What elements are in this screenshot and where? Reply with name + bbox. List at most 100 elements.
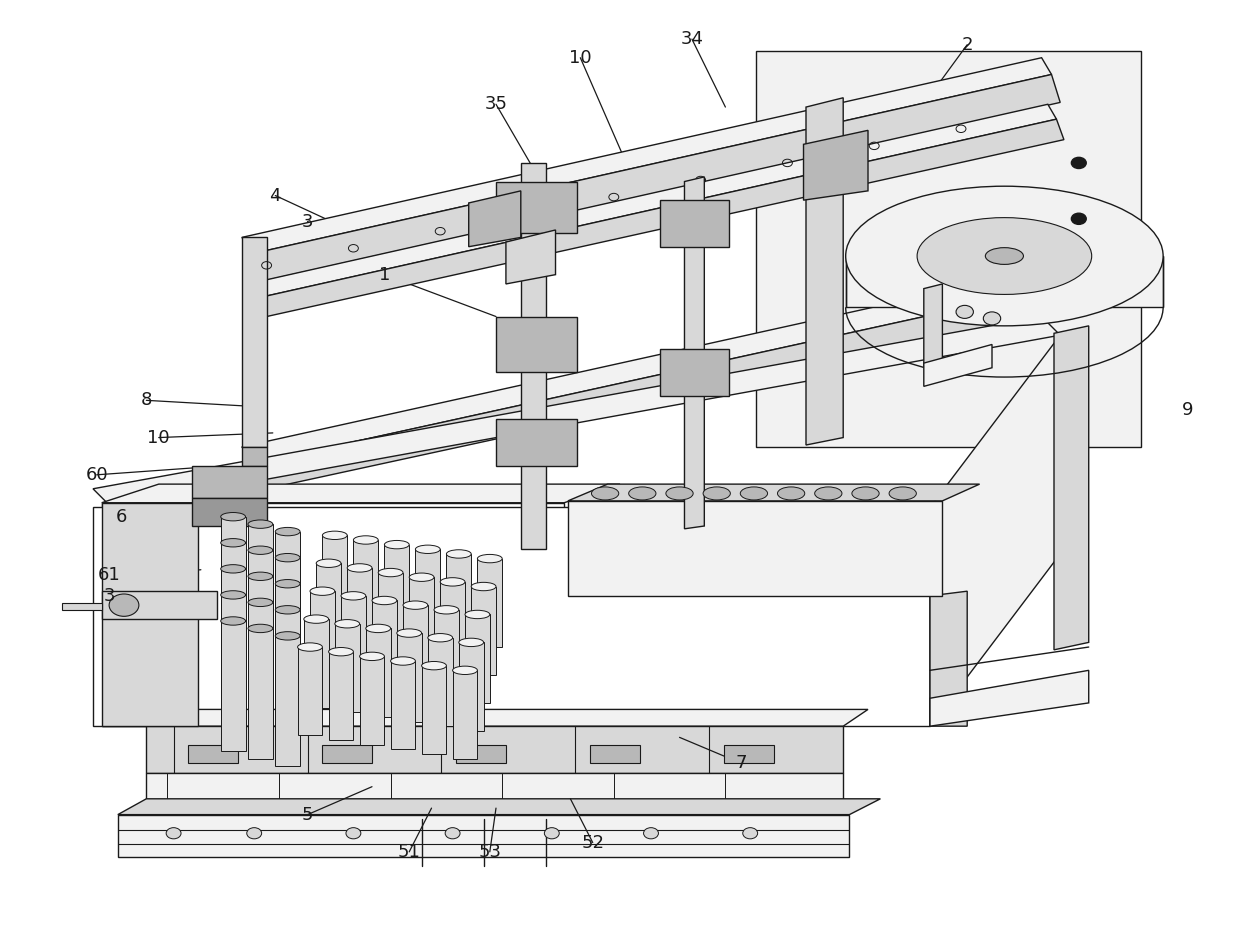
Ellipse shape bbox=[248, 520, 273, 529]
Polygon shape bbox=[409, 577, 434, 666]
Polygon shape bbox=[360, 656, 384, 745]
Text: 3: 3 bbox=[103, 587, 115, 605]
Polygon shape bbox=[146, 709, 868, 726]
Ellipse shape bbox=[777, 487, 805, 500]
Text: 61: 61 bbox=[98, 566, 120, 585]
Ellipse shape bbox=[815, 487, 842, 500]
Polygon shape bbox=[258, 119, 1064, 317]
Polygon shape bbox=[304, 619, 329, 708]
Ellipse shape bbox=[335, 620, 360, 627]
Circle shape bbox=[956, 305, 973, 318]
Text: 3: 3 bbox=[301, 212, 314, 231]
Polygon shape bbox=[192, 466, 267, 498]
Polygon shape bbox=[930, 591, 967, 726]
Ellipse shape bbox=[889, 487, 916, 500]
Ellipse shape bbox=[248, 599, 273, 607]
Polygon shape bbox=[254, 289, 1060, 489]
Polygon shape bbox=[1054, 326, 1089, 650]
Polygon shape bbox=[391, 661, 415, 749]
Circle shape bbox=[743, 828, 758, 839]
Ellipse shape bbox=[459, 639, 484, 646]
Polygon shape bbox=[93, 507, 930, 726]
Ellipse shape bbox=[341, 592, 366, 600]
Ellipse shape bbox=[221, 564, 246, 573]
Polygon shape bbox=[329, 652, 353, 740]
Polygon shape bbox=[248, 576, 273, 707]
Polygon shape bbox=[724, 745, 774, 763]
Ellipse shape bbox=[329, 648, 353, 655]
Polygon shape bbox=[477, 559, 502, 647]
Polygon shape bbox=[496, 419, 577, 466]
Ellipse shape bbox=[322, 531, 347, 539]
Ellipse shape bbox=[372, 596, 397, 605]
Polygon shape bbox=[322, 535, 347, 624]
Ellipse shape bbox=[434, 606, 459, 614]
Text: 7: 7 bbox=[735, 754, 748, 773]
Ellipse shape bbox=[248, 572, 273, 581]
Polygon shape bbox=[248, 104, 1056, 298]
Polygon shape bbox=[192, 498, 267, 526]
Polygon shape bbox=[102, 484, 620, 503]
Polygon shape bbox=[469, 191, 521, 247]
Ellipse shape bbox=[409, 573, 434, 581]
Polygon shape bbox=[275, 558, 300, 688]
Polygon shape bbox=[521, 163, 546, 549]
Ellipse shape bbox=[428, 633, 453, 642]
Polygon shape bbox=[366, 628, 391, 717]
Polygon shape bbox=[660, 349, 729, 396]
Polygon shape bbox=[456, 745, 506, 763]
Polygon shape bbox=[568, 501, 942, 596]
Polygon shape bbox=[924, 284, 942, 368]
Polygon shape bbox=[310, 591, 335, 680]
Ellipse shape bbox=[440, 577, 465, 587]
Circle shape bbox=[544, 828, 559, 839]
Polygon shape bbox=[248, 524, 273, 654]
Ellipse shape bbox=[360, 652, 384, 661]
Ellipse shape bbox=[384, 540, 409, 549]
Text: 60: 60 bbox=[86, 466, 108, 484]
Polygon shape bbox=[347, 568, 372, 656]
Polygon shape bbox=[118, 815, 849, 857]
Polygon shape bbox=[453, 670, 477, 759]
Ellipse shape bbox=[248, 546, 273, 555]
Polygon shape bbox=[804, 130, 868, 200]
Ellipse shape bbox=[403, 601, 428, 610]
Circle shape bbox=[247, 828, 262, 839]
Polygon shape bbox=[146, 773, 843, 819]
Text: 51: 51 bbox=[398, 843, 420, 861]
Circle shape bbox=[346, 828, 361, 839]
Ellipse shape bbox=[471, 583, 496, 591]
Polygon shape bbox=[930, 335, 1060, 726]
Ellipse shape bbox=[986, 248, 1023, 264]
Polygon shape bbox=[221, 595, 246, 725]
Polygon shape bbox=[242, 58, 1052, 253]
Polygon shape bbox=[459, 642, 484, 731]
Circle shape bbox=[644, 828, 658, 839]
Polygon shape bbox=[93, 317, 1060, 507]
Polygon shape bbox=[248, 550, 273, 681]
Circle shape bbox=[109, 594, 139, 616]
Text: 4: 4 bbox=[269, 186, 281, 205]
Ellipse shape bbox=[298, 642, 322, 652]
Circle shape bbox=[445, 828, 460, 839]
Ellipse shape bbox=[275, 553, 300, 562]
Ellipse shape bbox=[304, 614, 329, 624]
Polygon shape bbox=[275, 636, 300, 766]
Polygon shape bbox=[403, 605, 428, 694]
Ellipse shape bbox=[415, 545, 440, 553]
Text: 10: 10 bbox=[148, 428, 170, 447]
Text: 6: 6 bbox=[115, 507, 128, 526]
Polygon shape bbox=[422, 666, 446, 754]
Polygon shape bbox=[248, 602, 273, 733]
Ellipse shape bbox=[221, 538, 246, 547]
Text: 35: 35 bbox=[485, 95, 507, 114]
Text: 5: 5 bbox=[301, 805, 314, 824]
Polygon shape bbox=[146, 726, 843, 773]
Polygon shape bbox=[506, 230, 556, 284]
Ellipse shape bbox=[846, 186, 1163, 326]
Ellipse shape bbox=[391, 657, 415, 665]
Ellipse shape bbox=[918, 218, 1091, 294]
Polygon shape bbox=[275, 584, 300, 714]
Circle shape bbox=[1071, 157, 1086, 169]
Polygon shape bbox=[440, 582, 465, 670]
